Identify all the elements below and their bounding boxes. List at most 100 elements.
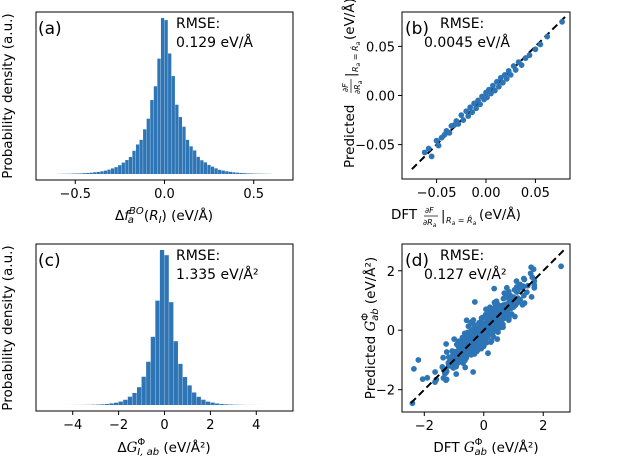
- scatter-point: [513, 278, 520, 285]
- scatter-point: [503, 75, 510, 82]
- scatter-point: [433, 137, 440, 144]
- histogram-bar: [125, 160, 129, 174]
- scatter-point: [432, 379, 438, 386]
- scatter-point: [469, 109, 476, 116]
- scatter-point: [487, 304, 493, 311]
- histogram-bar: [164, 255, 169, 405]
- x-axis-label-a-part3: ) (eV/Å): [162, 207, 213, 224]
- panel-label-d: (d): [405, 251, 429, 271]
- scatter-point: [424, 374, 431, 381]
- histogram-bar: [175, 104, 179, 174]
- histogram-bar: [157, 58, 161, 175]
- histogram-a: [57, 18, 272, 175]
- axis-ticks-d: −2 0 2 −2 0 2: [376, 265, 548, 434]
- histogram-bar: [107, 169, 111, 174]
- scatter-point: [490, 82, 496, 89]
- histogram-bar: [128, 156, 133, 174]
- histogram-bar: [150, 100, 154, 174]
- y-tick-label-1-0: −0.05: [355, 139, 395, 154]
- panel-c: (c) RMSE: 1.335 eV/Å² −4 −2 0 2 4 Probabilit…: [0, 243, 294, 458]
- panel-label-b: (b): [405, 19, 429, 39]
- x-ticks-c: −4 −2 0 2 4: [63, 411, 260, 433]
- histogram-bar: [178, 363, 183, 405]
- y-tick-label-3-1: 0: [387, 324, 395, 339]
- y-axis-label-d-unit: (eV/Å²): [362, 257, 379, 309]
- y-axis-label-d: Predicted GΦab (eV/Å²): [360, 257, 381, 399]
- histogram-bar: [169, 302, 174, 405]
- histogram-bar: [103, 170, 108, 174]
- rmse-value-a: 0.129 eV/Å: [176, 34, 253, 51]
- x-axis-label-c-sub: I, ab: [137, 447, 159, 458]
- scatter-point: [435, 142, 442, 149]
- scatter-point: [528, 264, 535, 271]
- y-tick-label-1-2: 0.05: [366, 40, 395, 55]
- scatter-point: [445, 354, 452, 361]
- x-axis-label-b-num: ∂F: [425, 206, 434, 215]
- panel-a: (a) RMSE: 0.129 eV/Å −0.5 0.0 0.5 Probabil…: [0, 11, 294, 226]
- histogram-bar: [171, 76, 175, 174]
- histogram-bar: [132, 392, 137, 405]
- x-axis-label-b-cond: Ra = R̂a: [446, 215, 477, 227]
- x-axis-label-a-f: f: [124, 208, 131, 224]
- histogram-bar: [127, 396, 133, 405]
- y-axis-label-b: Predicted ∂F ∂Ra | Ra = R̂a (eV/Å): [341, 0, 364, 168]
- histogram-bar: [146, 361, 151, 405]
- y-axis-label-a: Probability density (a.u.): [0, 13, 16, 178]
- scatter-point: [471, 326, 478, 333]
- x-axis-label-b: DFT ∂F ∂Ra | Ra = R̂a (eV/Å): [391, 206, 521, 229]
- y-axis-label-b-text: Predicted: [342, 105, 358, 168]
- x-tick-label-1-2: 0.05: [521, 186, 550, 201]
- histogram-bar: [246, 173, 250, 174]
- x-axis-label-a-R: R: [149, 208, 158, 224]
- histogram-bar: [205, 401, 211, 405]
- y-axis-label-b-cond: Ra = R̂a: [350, 41, 362, 72]
- x-tick-label-2-0: −4: [63, 418, 82, 433]
- x-tick-label-2-3: 2: [206, 418, 214, 433]
- scatter-point: [526, 52, 533, 59]
- histogram-bar: [114, 167, 118, 174]
- scatter-point: [511, 286, 518, 293]
- panel-label-a: (a): [38, 19, 62, 39]
- histogram-bar: [100, 171, 104, 174]
- histogram-bar: [109, 403, 114, 405]
- histogram-bar: [201, 399, 206, 405]
- histogram-bar: [136, 387, 142, 405]
- x-axis-label-a-part2: (: [144, 208, 149, 224]
- x-tick-label-0-1: 0.0: [154, 187, 175, 202]
- scatter-point: [415, 357, 422, 363]
- scatter-point: [425, 145, 432, 152]
- scatter-point: [487, 309, 493, 316]
- x-axis-label-a-I: I: [159, 215, 162, 226]
- scatter-point: [499, 79, 506, 86]
- x-axis-label-c-sup: Φ: [137, 437, 145, 448]
- histogram-bar: [159, 250, 165, 405]
- x-tick-label-1-1: 0.00: [472, 186, 501, 201]
- y-tick-label-3-0: −2: [376, 384, 395, 399]
- scatter-point: [491, 87, 498, 94]
- histogram-bar: [132, 150, 136, 174]
- scatter-point: [458, 112, 465, 119]
- histogram-bar: [243, 173, 247, 174]
- histogram-bar: [93, 172, 97, 174]
- x-axis-label-a-sup: BO: [129, 206, 144, 217]
- histogram-bar: [135, 144, 140, 174]
- x-tick-label-3-0: −2: [415, 419, 434, 434]
- scatter-point: [421, 149, 428, 156]
- scatter-point: [497, 74, 504, 81]
- histogram-bar: [187, 385, 192, 405]
- histogram-bar: [121, 162, 125, 174]
- scatter-point: [462, 364, 469, 371]
- scatter-point: [494, 336, 501, 342]
- x-axis-label-d: DFT GΦ ab (eV/Å²): [433, 437, 538, 458]
- x-axis-label-c-delta: Δ: [117, 440, 127, 456]
- histogram-bar: [150, 336, 156, 405]
- histogram-bar: [82, 173, 86, 174]
- scatter-point: [477, 101, 483, 108]
- x-tick-label-3-2: 2: [539, 419, 547, 434]
- x-axis-label-b-unit: (eV/Å): [479, 206, 521, 223]
- scatter-point: [522, 55, 529, 62]
- scatter-point: [455, 121, 462, 127]
- histogram-bar: [160, 18, 165, 174]
- scatter-point: [497, 324, 504, 330]
- scatter-point: [476, 320, 483, 327]
